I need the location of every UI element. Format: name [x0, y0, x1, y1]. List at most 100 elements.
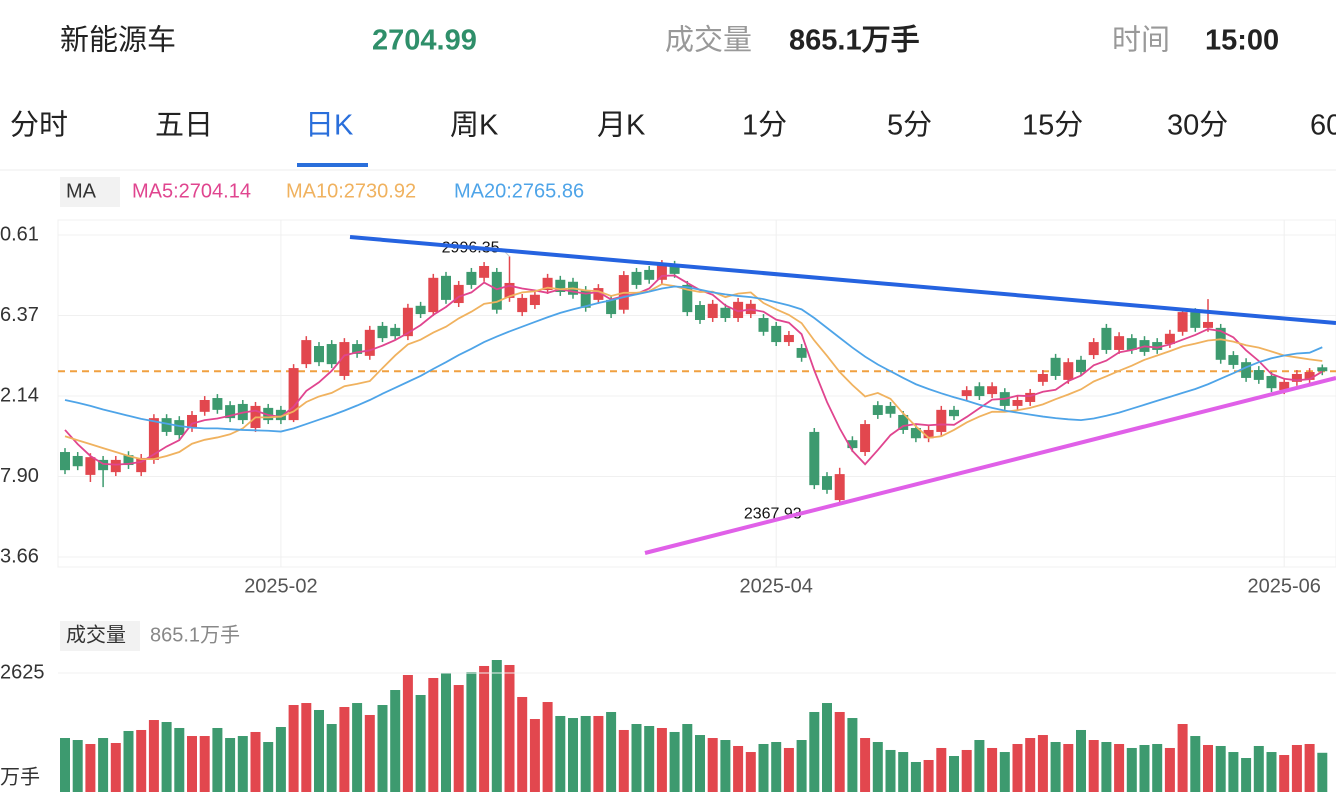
candle-body — [110, 459, 121, 473]
period-tab[interactable]: 分时 — [10, 109, 68, 142]
candle-body — [1088, 342, 1099, 356]
period-tab[interactable]: 5分 — [887, 110, 932, 142]
candle-body — [517, 297, 528, 313]
candle-body — [453, 284, 464, 304]
period-tab[interactable]: 月K — [597, 110, 646, 142]
candle-body — [1241, 362, 1252, 378]
time-value: 15:00 — [1205, 25, 1279, 57]
candle-body — [1050, 357, 1061, 376]
volume-bar — [1050, 742, 1061, 792]
candle-body — [606, 299, 617, 315]
volume-bar — [1139, 744, 1150, 792]
volume-bar — [1203, 744, 1213, 792]
candle-body — [910, 427, 921, 439]
candle-body — [834, 474, 845, 501]
volume-bar — [733, 745, 744, 792]
volume-bar — [771, 742, 782, 792]
y-tick-label: 7.90 — [0, 465, 39, 487]
volume-bar — [1241, 758, 1252, 792]
volume-bar — [644, 726, 655, 792]
candle-body — [822, 476, 832, 490]
legend-entry: MA5:2704.14 — [132, 180, 251, 202]
candle-body — [885, 405, 896, 414]
volume-bar — [923, 759, 934, 792]
volume-bar — [1291, 744, 1302, 792]
candle-body — [656, 264, 667, 280]
volume-bar — [1012, 743, 1023, 792]
volume-bar — [974, 740, 985, 792]
volume-bar — [123, 730, 134, 792]
volume-label: 成交量 — [665, 24, 752, 57]
volume-bar — [352, 703, 363, 792]
candle-body — [225, 405, 236, 419]
volume-bar — [1304, 743, 1315, 792]
volume-bar — [593, 715, 604, 792]
y-tick-label: 0.61 — [0, 223, 39, 245]
volume-bar — [225, 738, 236, 792]
volume-bar — [60, 738, 70, 792]
period-tab[interactable]: 1分 — [742, 110, 787, 142]
candle-body — [1253, 370, 1264, 380]
period-tab[interactable]: 日K — [305, 110, 354, 142]
candle-body — [1037, 373, 1048, 382]
volume-bar — [402, 675, 413, 792]
candle-body — [987, 386, 998, 395]
volume-bar — [707, 738, 718, 792]
volume-bar — [1101, 742, 1112, 792]
candle-body — [187, 414, 197, 428]
y-tick-label: 3.66 — [0, 545, 39, 567]
candle-body — [491, 271, 502, 310]
volume-bar — [364, 714, 375, 792]
period-tab[interactable]: 60分 — [1310, 110, 1336, 142]
volume-bar — [110, 742, 121, 792]
candle-body — [1126, 338, 1137, 350]
volume-bar — [212, 727, 223, 792]
volume-bar — [301, 703, 312, 792]
volume-value: 865.1万手 — [789, 24, 920, 57]
volume-bar — [1228, 752, 1239, 792]
period-tab[interactable]: 周K — [450, 110, 499, 142]
volume-bar — [326, 724, 337, 792]
volume-bar — [656, 727, 667, 792]
x-tick-label: 2025-04 — [739, 575, 812, 597]
candle-body — [644, 269, 655, 280]
candle-body — [796, 347, 807, 358]
volume-bar — [250, 731, 261, 792]
candle-body — [1076, 359, 1086, 373]
volume-bar — [1279, 755, 1290, 792]
volume-bar — [1088, 740, 1099, 792]
volume-bar — [1164, 747, 1175, 792]
candle-body — [783, 334, 794, 343]
candle-body — [1152, 342, 1163, 350]
volume-bar — [161, 722, 172, 792]
candle-body — [1317, 367, 1328, 372]
candle-body — [1012, 400, 1023, 406]
candle-body — [872, 405, 883, 415]
candle-body — [85, 457, 96, 475]
volume-bar — [720, 740, 731, 792]
candle-body — [529, 294, 540, 306]
volume-bar — [682, 724, 693, 792]
volume-bar — [809, 711, 820, 792]
period-tab[interactable]: 五日 — [155, 110, 213, 142]
volume-bar — [199, 736, 210, 792]
candle-body — [364, 329, 375, 356]
volume-bar — [631, 724, 642, 792]
candle-body — [974, 386, 985, 397]
volume-panel-label: 成交量 — [66, 623, 126, 646]
volume-bar — [466, 672, 477, 792]
candle-body — [479, 265, 490, 278]
period-tab[interactable]: 30分 — [1167, 110, 1228, 142]
period-tab[interactable]: 15分 — [1022, 110, 1083, 142]
candle-body — [314, 346, 324, 363]
volume-tick-label: 2625 — [0, 661, 45, 683]
volume-bar — [898, 752, 909, 792]
volume-bar — [961, 749, 972, 792]
volume-bar — [568, 718, 578, 792]
candle-body — [123, 455, 134, 466]
volume-bar — [390, 690, 401, 792]
candle-body — [390, 327, 401, 337]
y-tick-label: 2.14 — [0, 384, 39, 406]
candle-body — [1291, 373, 1302, 382]
